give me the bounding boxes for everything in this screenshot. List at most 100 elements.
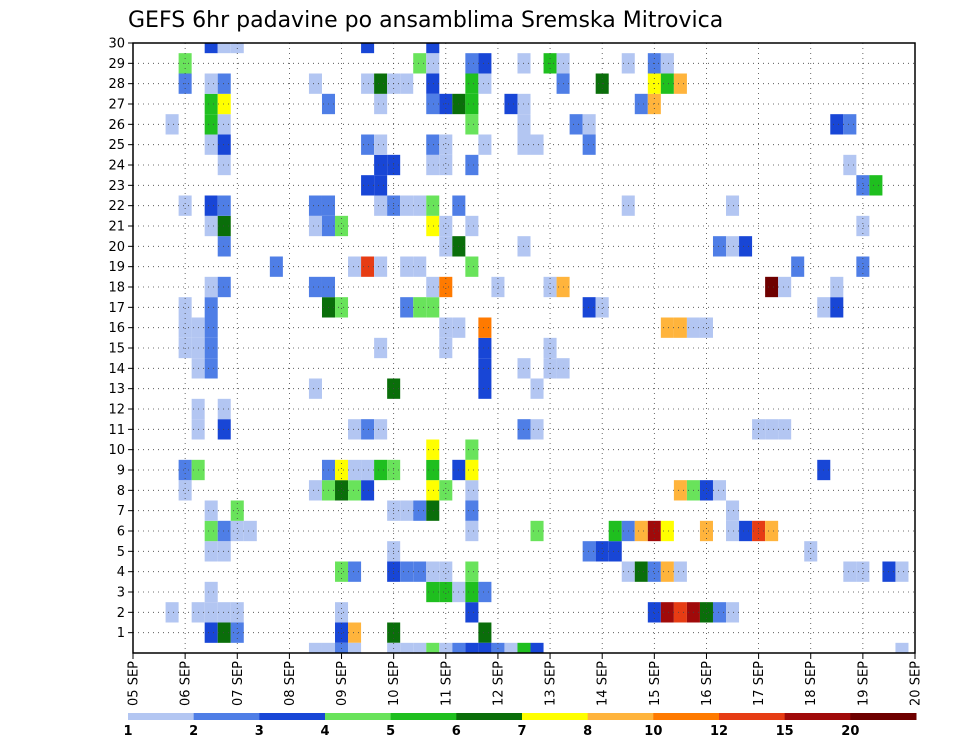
heatmap-cell — [308, 642, 322, 653]
heatmap-cell — [400, 561, 414, 582]
colorbar-label: 6 — [452, 724, 461, 739]
heatmap-cell — [530, 642, 544, 653]
heatmap-cell — [426, 500, 440, 521]
heatmap-cell — [478, 378, 492, 399]
heatmap-cell — [439, 236, 453, 257]
heatmap-cell — [439, 581, 453, 603]
heatmap-cell — [361, 459, 375, 481]
heatmap-cell — [204, 602, 218, 623]
x-tick-label: 14 SEP — [596, 661, 611, 706]
heatmap-cell — [178, 480, 192, 501]
heatmap-cell — [478, 73, 492, 94]
heatmap-cell — [217, 93, 231, 115]
heatmap-cell — [856, 175, 870, 196]
y-tick-label: 5 — [117, 545, 125, 560]
y-tick-label: 28 — [108, 77, 125, 92]
heatmap-cell — [804, 541, 818, 562]
heatmap-cell — [439, 317, 453, 338]
x-tick-label: 11 SEP — [439, 661, 454, 706]
colorbar-label: 10 — [644, 724, 662, 739]
colorbar-swatch — [128, 713, 195, 720]
heatmap-cell — [374, 134, 388, 155]
y-tick-label: 15 — [108, 342, 125, 357]
x-axis-ticks: 05 SEP 06 SEP 07 SEP 08 SEP 09 SEP 10 SEP 11 S… — [127, 653, 924, 706]
x-tick-label: 19 SEP — [856, 661, 871, 706]
heatmap-cell — [204, 317, 218, 338]
heatmap-cell — [400, 73, 414, 94]
heatmap-cell — [348, 642, 362, 653]
heatmap-cell — [426, 581, 440, 603]
heatmap-cell — [465, 561, 479, 582]
chart-title: GEFS 6hr padavine po ansamblima Sremska … — [128, 8, 723, 33]
colorbar-swatch — [587, 713, 654, 720]
heatmap-cell — [660, 561, 674, 582]
heatmap-cell — [426, 642, 440, 653]
y-tick-label: 10 — [108, 443, 125, 458]
heatmap-cell — [634, 520, 648, 542]
heatmap-cell — [426, 154, 440, 176]
heatmap-cell — [426, 480, 440, 501]
heatmap-cell — [204, 297, 218, 318]
x-tick-label: 15 SEP — [648, 661, 663, 706]
heatmap-cell — [465, 500, 479, 521]
heatmap-cell — [217, 114, 231, 135]
colorbar-swatch — [522, 713, 589, 720]
y-tick-label: 12 — [108, 403, 125, 418]
heatmap-cell — [335, 297, 349, 318]
heatmap-cell — [308, 378, 322, 399]
heatmap-cell — [439, 337, 453, 359]
heatmap-cell — [439, 642, 453, 653]
heatmap-cell — [543, 337, 557, 359]
y-tick-label: 23 — [108, 179, 125, 194]
grid-lines — [133, 43, 915, 653]
heatmap-cell — [230, 500, 244, 521]
heatmap-cell — [426, 439, 440, 460]
y-tick-label: 24 — [108, 159, 125, 174]
heatmap-cell — [178, 195, 192, 216]
heatmap-cell — [204, 215, 218, 237]
colorbar-swatch — [456, 713, 523, 720]
y-tick-label: 7 — [117, 504, 125, 519]
heatmap-cell — [426, 53, 440, 74]
heatmap-cell — [204, 43, 218, 54]
heatmap-cell — [647, 561, 661, 582]
heatmap-cell — [230, 602, 244, 623]
heatmap-cell — [439, 134, 453, 155]
heatmap-cell — [348, 480, 362, 501]
heatmap-cell — [204, 337, 218, 359]
heatmap-cell — [204, 520, 218, 542]
heatmap-cell — [400, 500, 414, 521]
heatmap-cell — [608, 520, 622, 542]
heatmap-cell — [217, 622, 231, 643]
heatmap-cell — [465, 215, 479, 237]
y-tick-label: 20 — [108, 240, 125, 255]
heatmap-cell — [673, 602, 687, 623]
heatmap-cells — [165, 43, 909, 653]
heatmap-cell — [439, 276, 453, 298]
heatmap-cell — [426, 297, 440, 318]
heatmap-cell — [478, 53, 492, 74]
heatmap-cell — [673, 480, 687, 501]
colorbar-swatch — [390, 713, 457, 720]
heatmap-cell — [530, 134, 544, 155]
y-tick-label: 9 — [117, 464, 125, 479]
y-tick-label: 21 — [108, 220, 125, 235]
heatmap-cell — [361, 134, 375, 155]
heatmap-cell — [491, 276, 505, 298]
y-tick-label: 8 — [117, 484, 125, 499]
heatmap-cell — [348, 256, 362, 277]
colorbar-label: 15 — [776, 724, 794, 739]
heatmap-cell — [426, 215, 440, 237]
heatmap-cell — [348, 622, 362, 643]
colorbar-label: 20 — [841, 724, 859, 739]
heatmap-cell — [634, 561, 648, 582]
x-tick-label: 08 SEP — [283, 661, 298, 706]
heatmap-cell — [361, 419, 375, 440]
heatmap-cell — [204, 622, 218, 643]
y-tick-label: 1 — [117, 626, 125, 641]
heatmap-cell — [504, 93, 518, 115]
heatmap-cell — [230, 622, 244, 643]
heatmap-cell — [374, 337, 388, 359]
heatmap-cell — [178, 297, 192, 318]
heatmap-cell — [335, 602, 349, 623]
